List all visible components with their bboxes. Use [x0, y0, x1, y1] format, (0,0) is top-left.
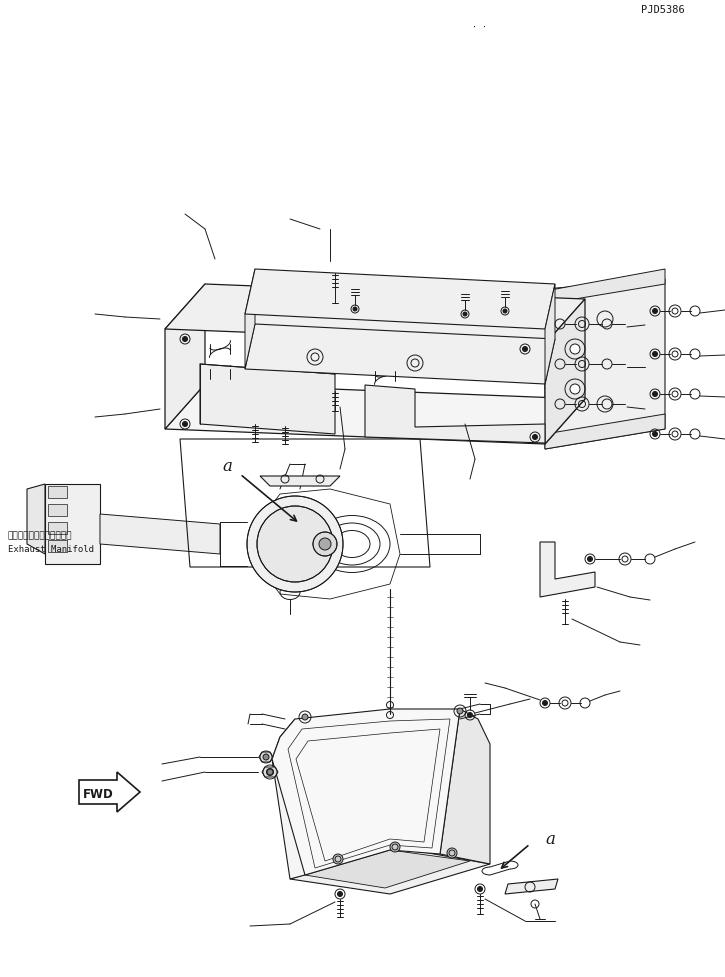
Circle shape: [532, 435, 537, 440]
Polygon shape: [545, 414, 665, 449]
Text: · ·: · ·: [473, 23, 487, 32]
Circle shape: [542, 701, 547, 705]
Circle shape: [263, 754, 269, 760]
Circle shape: [447, 848, 457, 858]
Polygon shape: [48, 504, 67, 517]
Text: a: a: [545, 830, 555, 848]
Polygon shape: [545, 279, 665, 449]
Polygon shape: [305, 850, 470, 888]
Text: Exhaust Manifold: Exhaust Manifold: [8, 545, 94, 554]
Circle shape: [652, 432, 658, 437]
Polygon shape: [260, 477, 340, 487]
Text: a: a: [222, 458, 232, 475]
Polygon shape: [48, 540, 67, 552]
Circle shape: [333, 854, 343, 864]
Polygon shape: [290, 847, 490, 894]
Circle shape: [457, 708, 463, 714]
Polygon shape: [365, 386, 545, 444]
Circle shape: [313, 532, 337, 557]
Circle shape: [183, 337, 188, 342]
Polygon shape: [545, 300, 585, 445]
Circle shape: [257, 506, 333, 582]
Circle shape: [247, 496, 343, 592]
Polygon shape: [540, 542, 595, 597]
Polygon shape: [545, 270, 665, 305]
Text: FWD: FWD: [83, 787, 113, 801]
Polygon shape: [100, 515, 220, 554]
Circle shape: [302, 714, 308, 720]
Circle shape: [463, 313, 467, 317]
Polygon shape: [200, 364, 335, 435]
Polygon shape: [245, 270, 255, 369]
Polygon shape: [48, 487, 67, 498]
Polygon shape: [45, 485, 100, 565]
Circle shape: [183, 422, 188, 427]
Polygon shape: [165, 385, 585, 445]
Circle shape: [523, 347, 528, 352]
Polygon shape: [272, 719, 305, 879]
Circle shape: [570, 345, 580, 355]
Polygon shape: [245, 270, 555, 329]
Circle shape: [652, 352, 658, 358]
Polygon shape: [272, 709, 460, 875]
Polygon shape: [259, 752, 273, 762]
Circle shape: [390, 842, 400, 852]
Polygon shape: [262, 767, 278, 778]
Circle shape: [338, 892, 342, 897]
Circle shape: [478, 886, 483, 892]
Polygon shape: [27, 485, 45, 554]
Circle shape: [503, 310, 507, 314]
Circle shape: [652, 309, 658, 315]
Polygon shape: [165, 284, 205, 430]
Circle shape: [353, 308, 357, 312]
Text: エキゾーストマニホールド: エキゾーストマニホールド: [8, 531, 72, 540]
Circle shape: [587, 557, 592, 562]
Circle shape: [570, 385, 580, 395]
Polygon shape: [165, 284, 585, 345]
Polygon shape: [245, 324, 555, 385]
Polygon shape: [505, 879, 558, 894]
Circle shape: [267, 769, 273, 776]
Polygon shape: [545, 342, 560, 390]
Circle shape: [468, 713, 473, 718]
Circle shape: [652, 392, 658, 397]
Text: PJD5386: PJD5386: [641, 5, 685, 15]
Circle shape: [319, 538, 331, 550]
Polygon shape: [48, 523, 67, 534]
Polygon shape: [440, 709, 490, 864]
Polygon shape: [545, 284, 555, 385]
